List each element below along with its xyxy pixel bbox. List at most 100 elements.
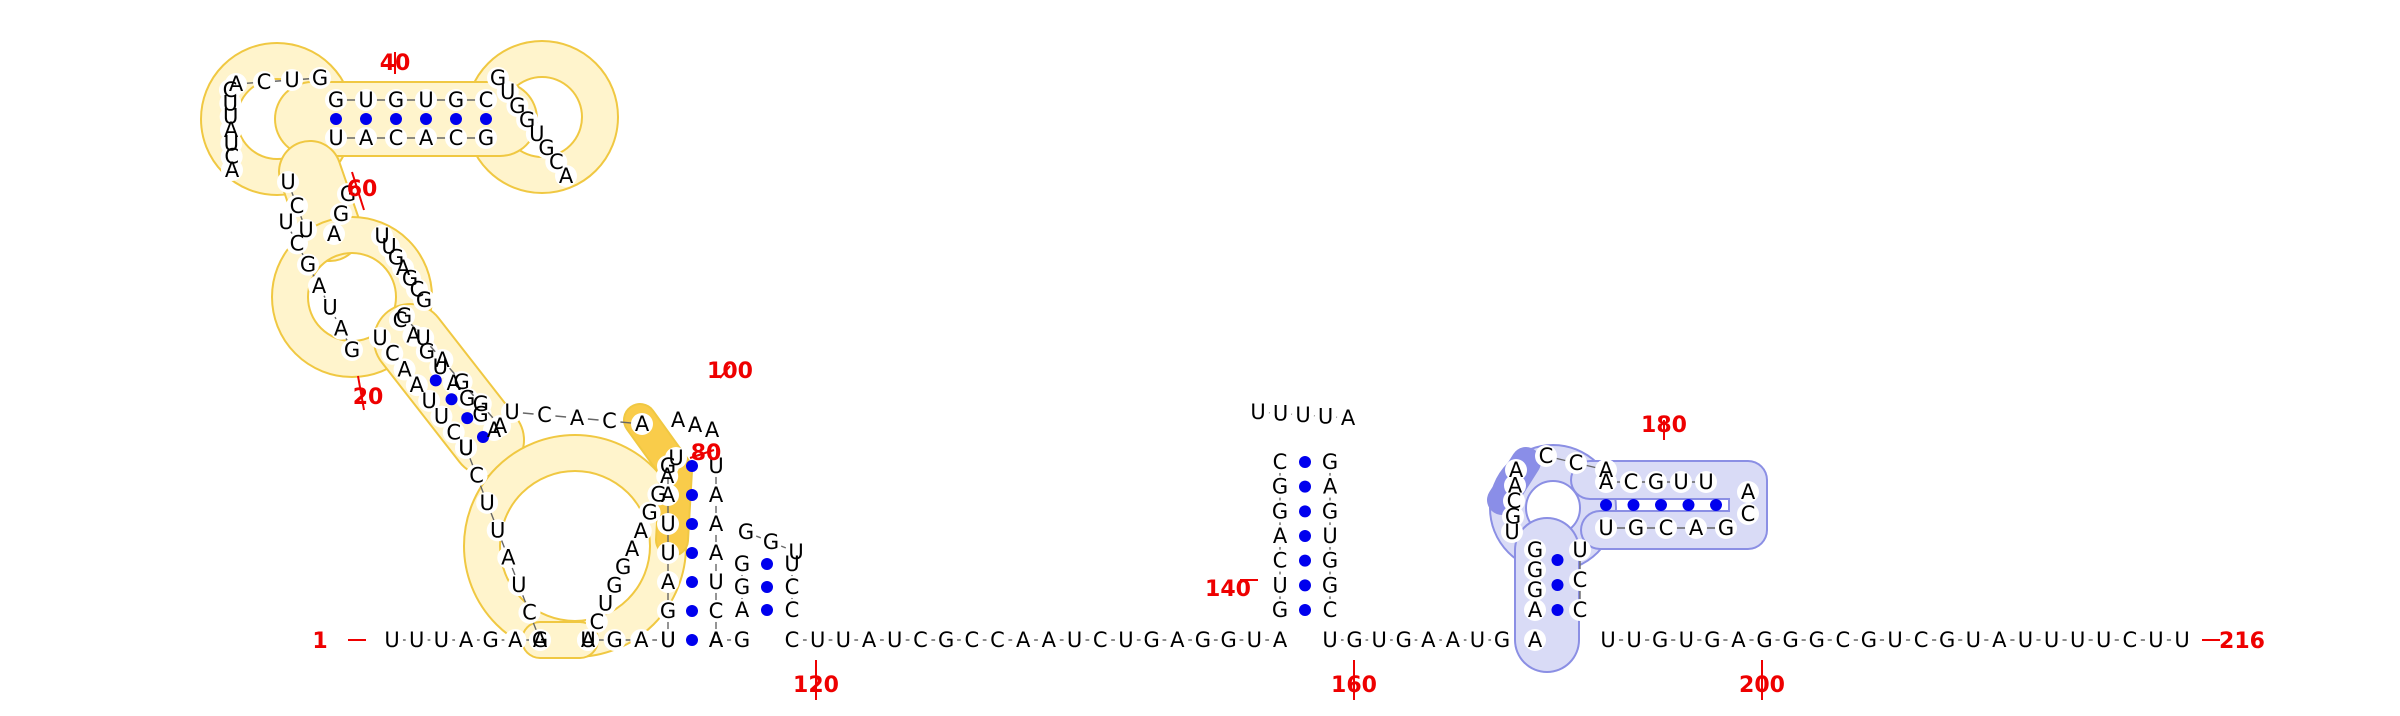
nucleotide: G (1628, 516, 1644, 540)
strand-h5-right-mask (1569, 539, 1591, 561)
strand-h2-top-mask (667, 409, 689, 431)
strand-h3-top-mask (760, 531, 782, 553)
nucleotide: G (333, 202, 349, 226)
nucleotide: G (1322, 573, 1338, 597)
nucleotide: G (938, 628, 954, 652)
strand-h5-bottom-mask (1625, 517, 1647, 539)
nucleotide: U (2148, 628, 2163, 652)
nucleotide: C (2122, 628, 2137, 652)
nucleotide: G (312, 66, 328, 90)
strand-h1-mid-left-mask (275, 211, 297, 233)
strand-h2-right-mask (705, 629, 727, 651)
nucleotide: U (788, 540, 803, 564)
base-pair-h2 (686, 460, 698, 472)
nucleotide: A (660, 464, 675, 488)
nucleotide: U (1067, 628, 1082, 652)
strand-h1-lower-c-mask (412, 327, 435, 349)
tick-100 (719, 365, 731, 379)
position-number-60: 60 (347, 177, 378, 202)
position-number-40: 40 (380, 51, 411, 76)
nucleotide: C (964, 628, 979, 652)
strand-h5-left-mask (1524, 559, 1546, 581)
nucleotide: C (709, 599, 724, 623)
base-pair-h1-top (420, 113, 432, 125)
strand-baseline-d-mask (909, 629, 932, 651)
nucleotide: U (1371, 628, 1386, 652)
nucleotide: A (334, 317, 349, 341)
strand-baseline-d-mask (1063, 629, 1086, 651)
strand-baseline-a-mask (504, 629, 527, 651)
strand-h5-left-mask (1524, 539, 1546, 561)
strand-baseline-g-mask (2092, 629, 2115, 651)
strand-h5-loop-a-mask (1505, 459, 1527, 481)
nucleotide: A (229, 72, 244, 96)
nucleotide: A (625, 537, 640, 561)
strand-baseline-g-mask (2040, 629, 2063, 651)
nucleotide: A (661, 570, 676, 594)
strand-h2-left-mask (657, 484, 679, 506)
numbering-layer: 1 216 20 40 60 80 100 120 140 160 180 200 (312, 51, 2265, 700)
strand-h1-left-up-mask (529, 629, 551, 651)
strand-baseline-d-mask (960, 629, 983, 651)
strand-h2-right-mask (705, 484, 727, 506)
nucleotide: G (328, 88, 344, 112)
nucleotide: A (1528, 628, 1543, 652)
strand-baseline-g-mask (1884, 629, 1906, 651)
nucleotide: A (709, 512, 724, 536)
base-pair-h1-top (330, 113, 342, 125)
nucleotide: C (1573, 598, 1588, 622)
nucleotide: A (709, 483, 724, 507)
nucleotide: U (598, 592, 613, 616)
strand-baseline-a-mask (479, 629, 502, 651)
nucleotide: U (409, 628, 424, 652)
nucleotide: G (763, 530, 779, 554)
strand-h4-loop-mask (1247, 401, 1269, 423)
nucleotide: C (223, 78, 238, 102)
nucleotide: G (519, 108, 535, 132)
nucleotide: U (1598, 516, 1613, 540)
nucleotide: U (434, 405, 449, 429)
nucleotide: C (990, 628, 1005, 652)
strand-h2-left-mask (657, 600, 679, 622)
strand-h1-upper-left-mask (295, 219, 317, 241)
nucleotide: U (224, 131, 239, 155)
strand-h1-lower-b-mask (369, 327, 391, 349)
strand-h1-top-loop-arc-backbone (235, 77, 321, 85)
strand-h5-bottom-mask (1715, 517, 1737, 539)
nucleotide: U (1322, 524, 1337, 548)
nucleotide: G (615, 555, 631, 579)
nucleotide: A (1273, 628, 1288, 652)
base-pair-h3 (761, 581, 773, 593)
nucleotide: A (1016, 628, 1031, 652)
strand-h1-lower-b-mask (430, 405, 453, 428)
strand-h5-top-mask (1670, 471, 1692, 493)
strand-h1-top-loop-arc-mask (225, 73, 247, 95)
strand-h1-mid-right-mask (413, 289, 435, 311)
nucleotide: A (1992, 628, 2007, 652)
strand-h1-lower-b-mask (442, 421, 465, 444)
nucleotide: U (1250, 400, 1265, 424)
nucleotide: A (559, 164, 574, 188)
nucleotide: G (1396, 628, 1412, 652)
nucleotide: U (2044, 628, 2059, 652)
nucleotide: G (1809, 628, 1825, 652)
nucleotide: U (1698, 470, 1713, 494)
strand-h5-bottom-mask (1595, 517, 1617, 539)
strand-h5-right-mask (1569, 599, 1591, 621)
base-pair-h5-horizontal (1710, 499, 1722, 511)
nucleotide: G (734, 628, 750, 652)
nucleotide: A (1170, 628, 1185, 652)
base-pair-h5-horizontal (1655, 499, 1667, 511)
nucleotide: G (1527, 578, 1543, 602)
nucleotide: U (490, 518, 505, 542)
nucleotide: G (340, 182, 356, 206)
nucleotide: A (487, 418, 502, 442)
strand-h5-top-mask (1595, 471, 1617, 493)
nucleotide: A (1689, 516, 1704, 540)
base-pair-h2 (686, 489, 698, 501)
nucleotide: A (1421, 628, 1436, 652)
strand-h1-upper-right-mask (337, 183, 359, 205)
nucleotide: A (709, 628, 724, 652)
nucleotide: U (660, 628, 675, 652)
nucleotide: U (1272, 573, 1287, 597)
